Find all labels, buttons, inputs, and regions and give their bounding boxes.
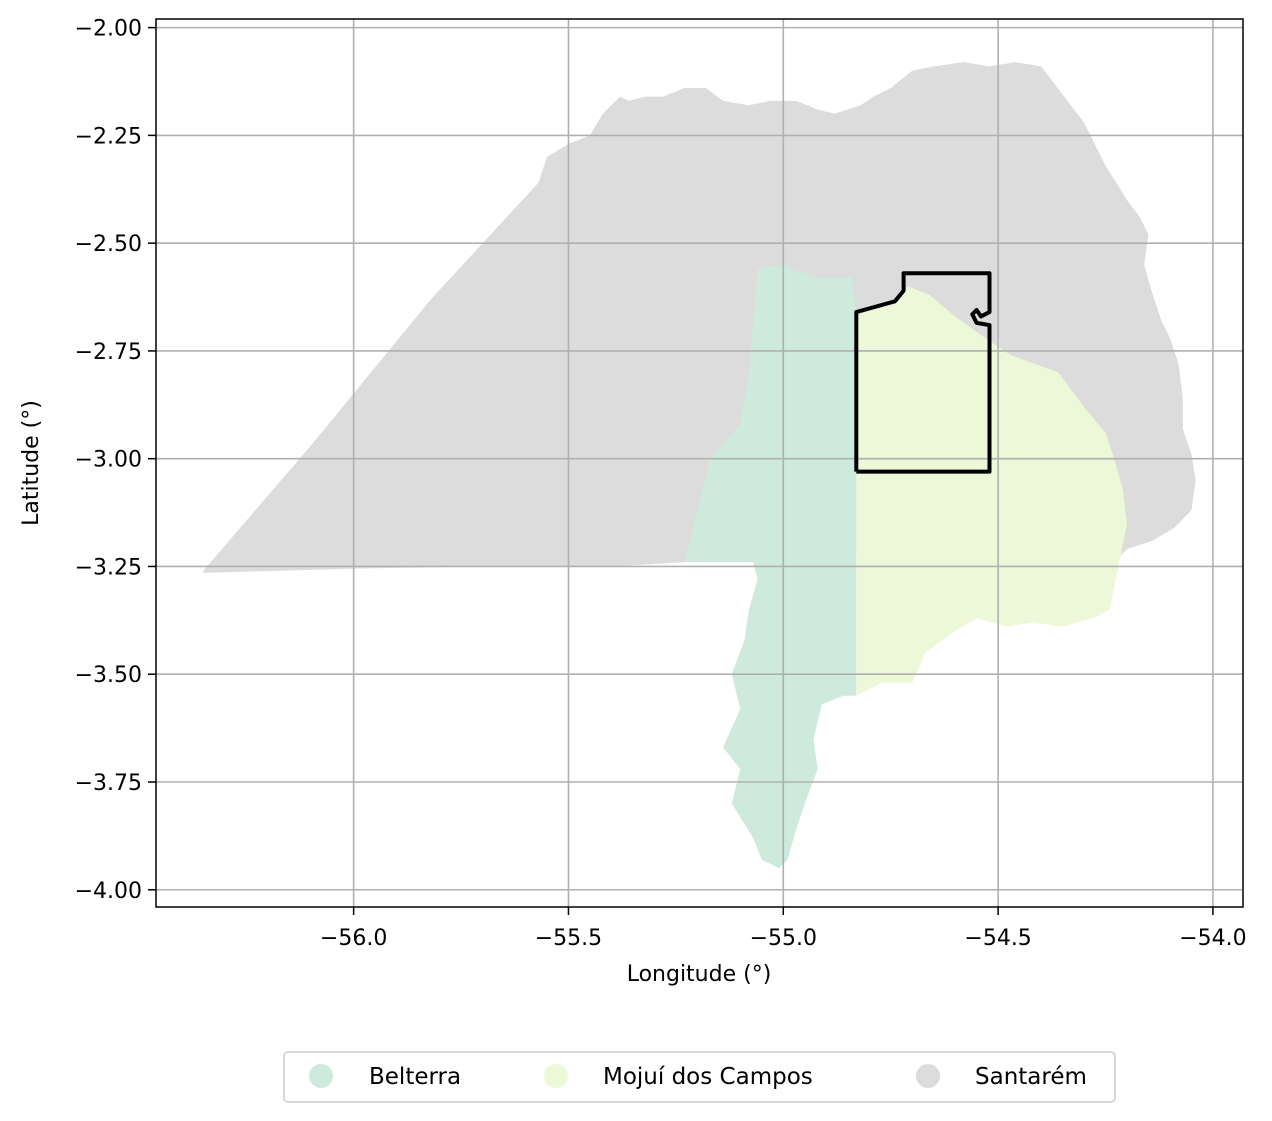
- legend-label-santarem: Santarém: [975, 1064, 1087, 1090]
- region-mojui-dos-campos: [856, 286, 1127, 696]
- x-ticks: −56.0 −55.5 −55.0 −54.5 −54.0: [320, 907, 1247, 951]
- area-of-interest-outline: [854, 271, 992, 474]
- legend-marker-belterra: [309, 1064, 333, 1088]
- x-tick-label: −55.5: [535, 926, 602, 951]
- gridlines: [156, 19, 1243, 907]
- legend-label-mojui-dos-campos: Mojuí dos Campos: [603, 1064, 813, 1090]
- y-tick-label: −3.00: [75, 448, 142, 473]
- legend-marker-mojui-dos-campos: [544, 1064, 568, 1088]
- x-axis-label: Longitude (°): [627, 962, 772, 987]
- y-tick-label: −2.50: [75, 232, 142, 257]
- y-tick-label: −2.75: [75, 340, 142, 365]
- legend-label-belterra: Belterra: [369, 1064, 461, 1090]
- legend-marker-santarem: [916, 1064, 940, 1088]
- y-axis-label: Latitude (°): [19, 400, 44, 526]
- legend: Belterra Mojuí dos Campos Santarém: [283, 1051, 1116, 1103]
- y-tick-label: −2.25: [75, 124, 142, 149]
- y-ticks: −2.00 −2.25 −2.50 −2.75 −3.00 −3.25 −3.50 −3.75…: [75, 17, 156, 904]
- x-tick-label: −56.0: [320, 926, 387, 951]
- x-tick-label: −55.0: [750, 926, 817, 951]
- x-tick-label: −54.0: [1179, 926, 1246, 951]
- legend-box: [283, 1051, 1116, 1103]
- outline-layer: [854, 271, 992, 474]
- plot-frame: [155, 18, 1244, 908]
- y-tick-label: −4.00: [75, 879, 142, 904]
- x-tick-label: −54.5: [964, 926, 1031, 951]
- y-tick-label: −3.75: [75, 771, 142, 796]
- y-tick-label: −2.00: [75, 17, 142, 42]
- y-tick-label: −3.50: [75, 663, 142, 688]
- y-tick-label: −3.25: [75, 555, 142, 580]
